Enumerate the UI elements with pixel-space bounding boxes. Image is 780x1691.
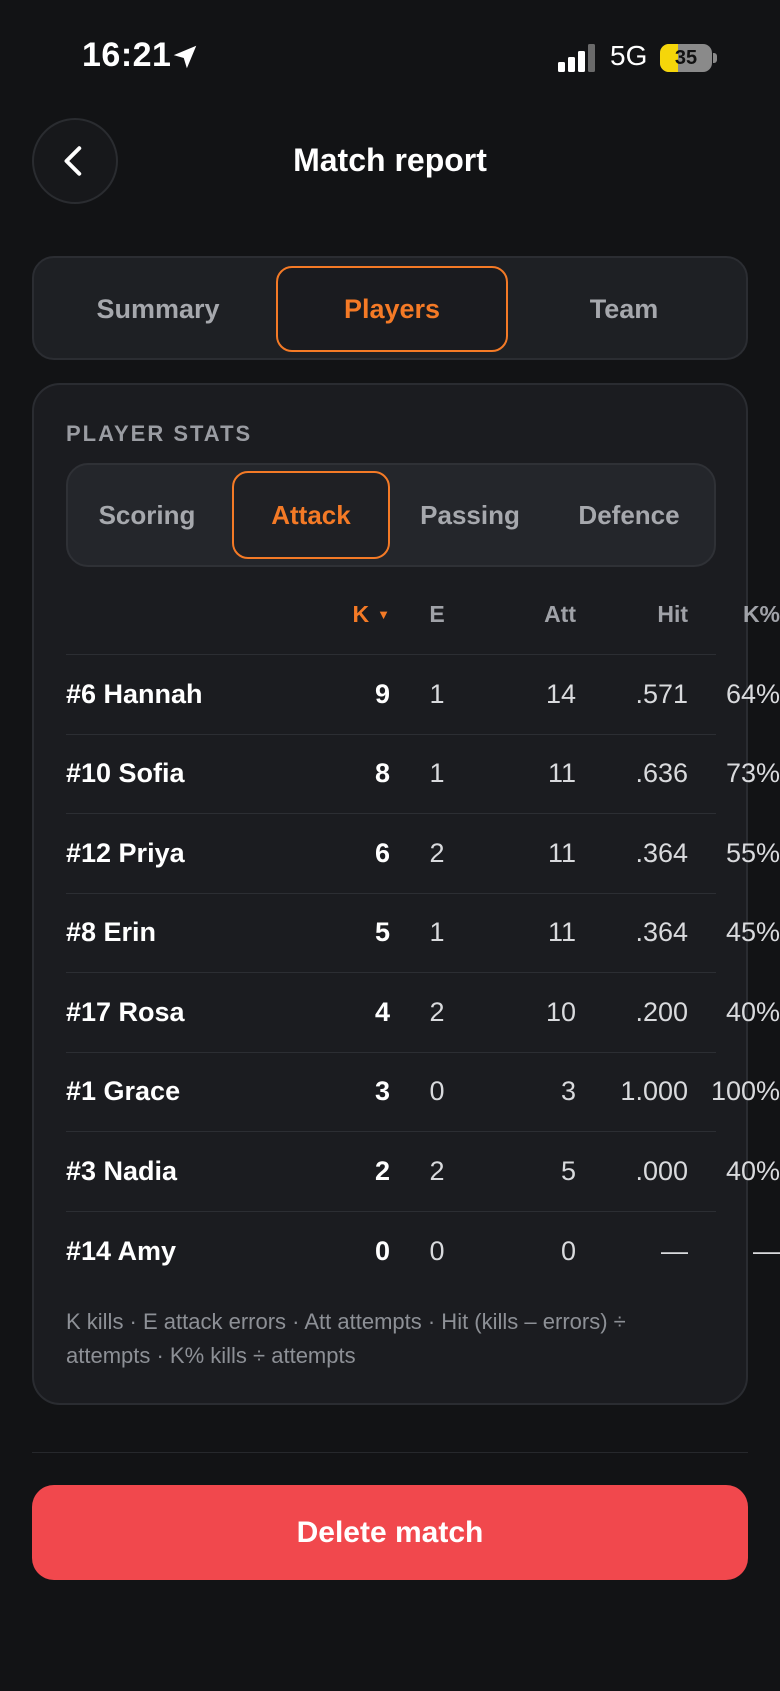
tab-team[interactable]: Team (589, 293, 659, 324)
player-name: #6 Hannah (66, 678, 203, 709)
delete-match-button[interactable]: Delete match (32, 1485, 748, 1580)
tab-summary[interactable]: Summary (96, 293, 220, 324)
battery-level-fill (660, 44, 679, 72)
attempts-value: 11 (547, 758, 576, 789)
kills-value: 0 (374, 1235, 390, 1266)
kills-value: 5 (374, 917, 390, 948)
back-button[interactable] (32, 118, 118, 204)
subtab-attack[interactable]: Attack (232, 471, 390, 559)
sort-descending-icon: ▼ (377, 607, 390, 622)
column-header-k-label: K (352, 601, 370, 627)
errors-value: 1 (429, 758, 445, 789)
player-name: #10 Sofia (66, 758, 185, 789)
kill-pct-value: 64% (725, 678, 780, 709)
table-row[interactable]: #17 Rosa 4 2 10 .200 40% (66, 973, 780, 1053)
kill-pct-value: — (753, 1235, 780, 1266)
kill-pct-value: 100% (710, 1076, 780, 1107)
hit-value: .200 (635, 996, 688, 1027)
kill-pct-value: 45% (725, 917, 780, 948)
player-name: #3 Nadia (66, 1155, 178, 1186)
player-name: #12 Priya (66, 837, 185, 868)
subtab-passing[interactable]: Passing (420, 499, 520, 530)
kills-value: 4 (374, 996, 390, 1027)
kills-value: 6 (374, 837, 390, 868)
hit-value: .364 (635, 917, 688, 948)
page-title: Match report (293, 142, 487, 178)
column-header-kpct[interactable]: K% (742, 601, 780, 627)
errors-value: 1 (429, 917, 445, 948)
table-row[interactable]: #12 Priya 6 2 11 .364 55% (66, 814, 780, 894)
main-tab-bar: Summary Players Team (32, 256, 748, 360)
errors-value: 2 (429, 996, 445, 1027)
subtab-scoring[interactable]: Scoring (98, 499, 196, 530)
attempts-value: 11 (547, 837, 576, 868)
tab-players[interactable]: Players (276, 266, 508, 352)
player-name: #14 Amy (66, 1235, 177, 1266)
attempts-value: 10 (545, 996, 576, 1027)
table-row[interactable]: #1 Grace 3 0 3 1.000 100% (66, 1053, 780, 1132)
kill-pct-value: 55% (725, 837, 780, 868)
kills-value: 3 (374, 1076, 390, 1107)
kill-pct-value: 73% (725, 758, 780, 789)
column-header-e[interactable]: E (429, 601, 445, 627)
column-header-att[interactable]: Att (544, 601, 576, 627)
table-header: K ▼ E Att Hit K% (66, 575, 780, 655)
player-name: #17 Rosa (66, 996, 185, 1027)
stats-legend: K kills · E attack errors · Att attempts… (66, 1309, 626, 1368)
status-bar: 16:21 5G 35 (0, 0, 780, 120)
kill-pct-value: 40% (725, 1155, 780, 1186)
attack-stats-table: K ▼ E Att Hit K% #6 Hannah 9 1 14 .571 6… (66, 575, 780, 1292)
player-stats-card: PLAYER STATS Scoring Attack Passing Defe… (32, 383, 780, 1405)
column-header-k[interactable]: K ▼ (296, 575, 391, 654)
attempts-value: 11 (547, 917, 576, 948)
table-row[interactable]: #3 Nadia 2 2 5 .000 40% (66, 1132, 780, 1212)
table-row[interactable]: #14 Amy 0 0 0 — — (66, 1212, 780, 1292)
attempts-value: 5 (560, 1155, 576, 1186)
kills-value: 9 (374, 678, 390, 709)
attempts-value: 0 (560, 1235, 576, 1266)
table-row[interactable]: #10 Sofia 8 1 11 .636 73% (66, 735, 780, 814)
hit-value: .636 (635, 758, 688, 789)
column-header-hit[interactable]: Hit (657, 601, 688, 627)
hit-value: .000 (635, 1155, 688, 1186)
cellular-signal-icon (558, 44, 595, 72)
errors-value: 0 (429, 1235, 445, 1266)
subtab-defence[interactable]: Defence (578, 499, 680, 530)
errors-value: 0 (429, 1076, 445, 1107)
attempts-value: 3 (560, 1076, 576, 1107)
errors-value: 1 (429, 678, 445, 709)
location-arrow-icon (173, 45, 197, 69)
table-row[interactable]: #8 Erin 5 1 11 .364 45% (66, 894, 780, 973)
hit-value: 1.000 (620, 1076, 688, 1107)
stats-category-tabs: Scoring Attack Passing Defence (66, 463, 716, 567)
section-label: PLAYER STATS (66, 421, 253, 446)
divider (32, 1452, 748, 1453)
player-name: #8 Erin (66, 917, 157, 948)
network-type: 5G (610, 40, 648, 71)
chevron-left-icon (64, 146, 82, 176)
attempts-value: 14 (545, 678, 576, 709)
table-row[interactable]: #6 Hannah 9 1 14 .571 64% (66, 655, 780, 735)
errors-value: 2 (429, 837, 445, 868)
player-name: #1 Grace (66, 1076, 181, 1107)
status-time: 16:21 (82, 36, 172, 74)
errors-value: 2 (429, 1155, 445, 1186)
kills-value: 8 (374, 758, 390, 789)
battery-percent: 35 (674, 47, 698, 69)
hit-value: — (661, 1235, 688, 1266)
battery-icon: 35 (660, 44, 717, 72)
kill-pct-value: 40% (725, 996, 780, 1027)
hit-value: .571 (635, 678, 688, 709)
kills-value: 2 (374, 1155, 390, 1186)
hit-value: .364 (635, 837, 688, 868)
